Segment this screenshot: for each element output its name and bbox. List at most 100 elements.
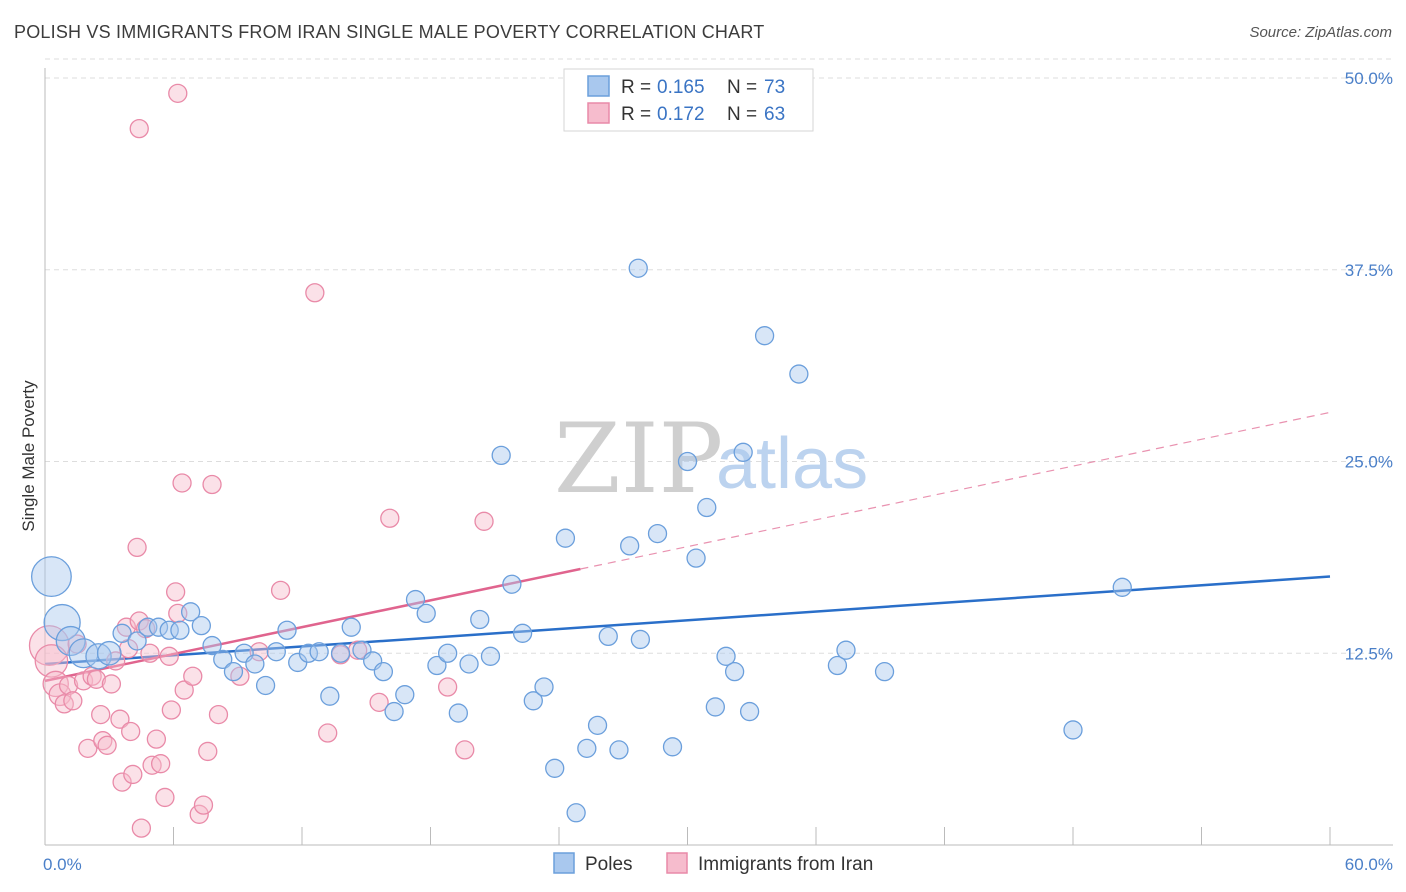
poles-point-45 bbox=[534, 677, 554, 697]
poles-point-31 bbox=[384, 701, 404, 722]
poles-point-21 bbox=[277, 620, 297, 640]
iran-point-32 bbox=[159, 646, 179, 666]
iran-point-56 bbox=[455, 740, 475, 760]
bottom-legend-swatch-iran bbox=[666, 852, 688, 874]
axes bbox=[44, 68, 1393, 846]
poles-point-38 bbox=[459, 654, 479, 674]
trend-line-iran-solid bbox=[44, 567, 581, 683]
y-tick-label-2: 37.5% bbox=[1345, 261, 1393, 280]
poles-point-60 bbox=[705, 697, 725, 717]
chart-title: POLISH VS IMMIGRANTS FROM IRAN SINGLE MA… bbox=[14, 22, 765, 42]
poles-point-51 bbox=[598, 626, 618, 647]
poles-point-58 bbox=[686, 548, 706, 568]
series-poles-points bbox=[30, 258, 1132, 823]
iran-point-17 bbox=[110, 709, 130, 729]
poles-point-0 bbox=[30, 556, 72, 597]
iran-point-40 bbox=[183, 666, 203, 686]
x-tick-label-0: 0.0% bbox=[43, 855, 82, 874]
legend-box: R = 0.165 N = 73 R = 0.172 N = 63 bbox=[563, 68, 814, 132]
source-credit: Source: ZipAtlas.com bbox=[1249, 24, 1392, 41]
watermark-zip: ZIP bbox=[554, 403, 723, 515]
poles-point-64 bbox=[739, 701, 760, 722]
poles-point-56 bbox=[662, 737, 683, 757]
iran-point-25 bbox=[131, 818, 152, 838]
poles-point-59 bbox=[697, 497, 717, 518]
iran-point-14 bbox=[97, 735, 117, 755]
iran-point-9 bbox=[78, 738, 98, 759]
legend-n-label-poles: N = bbox=[727, 77, 757, 98]
poles-point-6 bbox=[112, 623, 132, 643]
iran-point-43 bbox=[198, 741, 218, 762]
legend-r-value-poles: 0.165 bbox=[657, 77, 705, 98]
iran-point-30 bbox=[150, 754, 171, 774]
poles-point-37 bbox=[448, 703, 468, 723]
poles-point-10 bbox=[159, 620, 179, 640]
poles-point-2 bbox=[55, 625, 86, 657]
iran-point-2 bbox=[42, 670, 69, 698]
iran-point-38 bbox=[129, 118, 149, 139]
poles-point-55 bbox=[647, 523, 668, 544]
poles-point-62 bbox=[724, 662, 745, 682]
iran-point-33 bbox=[161, 700, 182, 720]
series-iran-points bbox=[28, 83, 494, 838]
iran-point-29 bbox=[146, 729, 167, 749]
iran-point-48 bbox=[270, 580, 291, 601]
iran-point-45 bbox=[208, 704, 229, 725]
x-tick-labels: 0.0% 60.0% bbox=[43, 855, 1393, 874]
poles-point-47 bbox=[555, 528, 576, 548]
poles-point-39 bbox=[470, 609, 490, 630]
poles-point-65 bbox=[628, 258, 648, 278]
bottom-legend: Poles Immigrants from Iran bbox=[553, 852, 873, 875]
poles-point-61 bbox=[716, 646, 736, 666]
legend-n-value-iran: 63 bbox=[764, 104, 785, 125]
legend-r-value-iran: 0.172 bbox=[657, 104, 705, 125]
poles-point-54 bbox=[630, 629, 651, 650]
watermark: ZIP atlas bbox=[554, 403, 868, 515]
poles-point-69 bbox=[836, 640, 856, 660]
poles-point-71 bbox=[1063, 720, 1083, 740]
iran-point-55 bbox=[437, 677, 458, 697]
poles-point-72 bbox=[1112, 577, 1132, 597]
iran-point-6 bbox=[63, 691, 83, 711]
poles-point-26 bbox=[330, 643, 351, 663]
bottom-legend-label-poles: Poles bbox=[585, 854, 633, 875]
iran-point-39 bbox=[168, 83, 188, 103]
trend-line-iran-dashed bbox=[580, 411, 1331, 570]
y-tick-label-0: 12.5% bbox=[1345, 644, 1393, 663]
poles-point-24 bbox=[309, 642, 329, 662]
trend-line-poles bbox=[44, 575, 1331, 666]
poles-point-44 bbox=[523, 691, 543, 711]
y-tick-label-1: 25.0% bbox=[1345, 453, 1393, 472]
poles-point-19 bbox=[255, 675, 276, 696]
poles-point-46 bbox=[545, 758, 565, 778]
legend-swatch-iran bbox=[587, 102, 610, 124]
bottom-legend-swatch-poles bbox=[553, 852, 575, 874]
iran-point-54 bbox=[380, 508, 400, 528]
iran-point-15 bbox=[101, 674, 122, 694]
poles-point-7 bbox=[127, 631, 147, 651]
legend-swatch-poles bbox=[587, 75, 610, 97]
iran-point-44 bbox=[202, 474, 222, 495]
iran-point-47 bbox=[249, 642, 269, 662]
poles-point-13 bbox=[191, 615, 211, 636]
iran-point-27 bbox=[140, 643, 160, 663]
poles-point-20 bbox=[266, 642, 286, 662]
iran-point-18 bbox=[112, 772, 132, 792]
iran-point-53 bbox=[369, 692, 389, 712]
poles-point-27 bbox=[341, 617, 361, 637]
poles-point-33 bbox=[405, 589, 426, 610]
y-tick-labels: 12.5% 25.0% 37.5% 50.0% bbox=[1345, 69, 1393, 663]
poles-point-57 bbox=[677, 451, 698, 472]
iran-point-41 bbox=[189, 804, 209, 824]
poles-point-14 bbox=[202, 635, 222, 656]
poles-point-50 bbox=[587, 715, 608, 735]
bottom-legend-label-iran: Immigrants from Iran bbox=[698, 854, 873, 875]
poles-point-18 bbox=[245, 654, 265, 674]
iran-point-21 bbox=[121, 721, 141, 742]
iran-point-1 bbox=[34, 644, 69, 678]
legend-n-value-poles: 73 bbox=[764, 77, 785, 98]
poles-point-34 bbox=[416, 603, 436, 624]
iran-point-5 bbox=[58, 675, 79, 696]
iran-point-23 bbox=[127, 537, 147, 558]
poles-point-41 bbox=[491, 445, 511, 466]
